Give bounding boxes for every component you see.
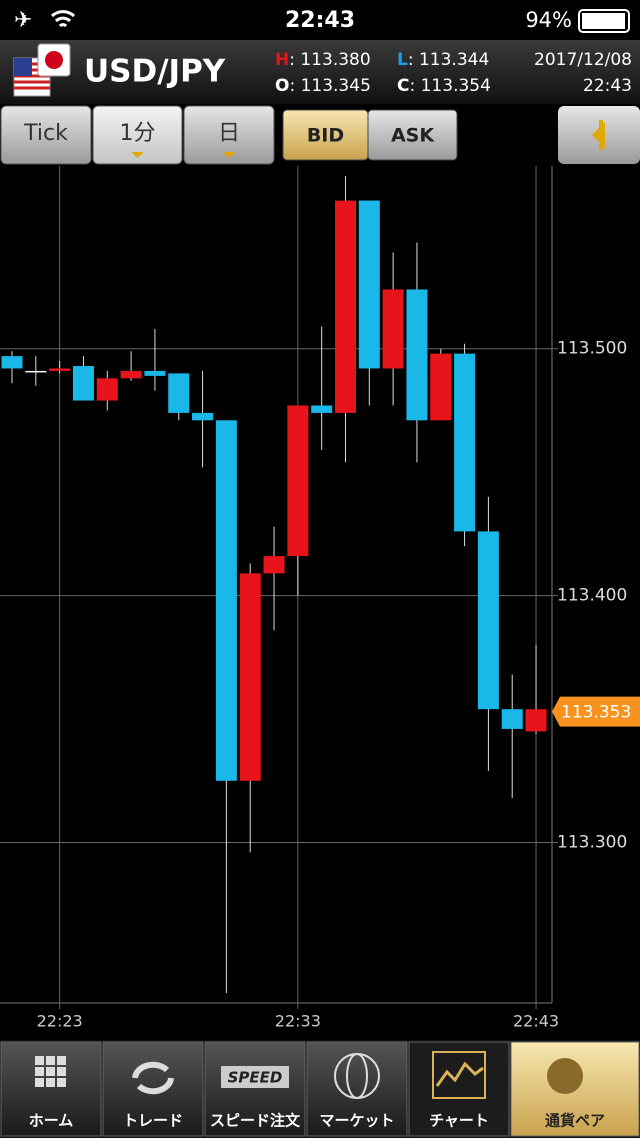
currency-icon [547,1058,583,1094]
candle-body [454,353,476,532]
candle-body [382,289,404,369]
status-time: 22:43 [285,8,355,33]
candle-body [263,556,285,574]
x-tick-label: 22:43 [513,1012,559,1031]
candle-body [25,370,47,373]
header [0,40,640,104]
candle-body [215,420,237,781]
dropdown-arrow [131,152,144,158]
toolbar-buttons: Tick 1分 日 BID ASK [0,105,458,165]
battery-level [582,13,625,29]
y-tick-label: 113.400 [557,586,627,606]
trade-icon [132,1061,174,1095]
tab-label: チャート [429,1112,489,1130]
chart-icon-line [435,1061,484,1087]
quote: C: 113.354 [397,76,491,96]
quote: H: 113.380 [275,50,371,70]
price-toggle-label: ASK [391,125,435,147]
tab-button[interactable] [408,1041,510,1137]
candle-body [120,370,142,379]
home-icon [35,1067,44,1076]
candle-body [144,370,166,376]
quote: O: 113.345 [275,76,371,96]
quote-key: O [275,76,289,96]
candle-body [192,412,214,421]
quote-key: H [275,50,289,70]
home-icon [57,1078,66,1087]
candle-body [311,405,333,413]
interval-button[interactable] [92,105,183,165]
tab-button[interactable] [204,1041,306,1137]
candle-body [168,373,190,413]
interval-button[interactable] [183,105,275,165]
candle-body [72,365,94,401]
dropdown-arrow [223,152,235,158]
candle-body [334,200,356,413]
speed-icon [221,1066,289,1088]
quote-value: : 113.380 [289,50,370,70]
quote: L: 113.344 [397,50,489,70]
candlestick-chart: 113.300 113.400 113.500 22:23 22:33 22:43 113.… [0,166,640,1031]
status-bar [0,0,640,40]
candle-body [501,709,523,729]
us-flag-canton [14,58,32,76]
candle-body [525,709,547,732]
tab-label: トレード [123,1112,183,1130]
x-tick-label: 22:23 [37,1012,83,1031]
candle-body [1,356,23,369]
candle-body [287,405,309,557]
airplane-icon: ✈ [14,8,32,33]
tab-label: スピード注文 [210,1112,301,1130]
tab-label: ホーム [29,1112,74,1130]
candle-body [96,378,118,401]
quotes: H: 113.380 L: 113.344 O: 113.345 C: 113.354 [275,50,491,96]
home-icon [57,1067,66,1076]
quote-key: L [397,50,408,70]
interval-label: 1分 [120,121,156,146]
x-tick-label: 22:33 [275,1012,321,1031]
interval-label: Tick [23,121,68,146]
candle-body [239,573,261,781]
speed-icon-text: SPEED [228,1069,283,1087]
chart-icon [432,1051,486,1099]
interval-label: 日 [218,121,240,146]
quote-value: : 113.345 [289,76,370,96]
candle-body [49,368,71,371]
wifi-icon [50,10,76,28]
price-toggle[interactable] [367,109,458,161]
tab-label: マーケット [319,1112,394,1130]
tab-button[interactable] [306,1041,408,1137]
quote-value: : 113.354 [409,76,490,96]
home-icon [57,1056,66,1065]
tab-label: 通貨ペア [545,1112,605,1130]
current-price-label: 113.353 [561,703,631,723]
quote-value: : 113.344 [408,50,489,70]
home-icon [35,1078,44,1087]
quote-date: 2017/12/08 [534,50,632,70]
candle-body [477,531,499,710]
candle-body [358,200,380,369]
y-tick-label: 113.300 [557,833,627,853]
home-icon [46,1067,55,1076]
jp-flag-sun [45,51,63,69]
current-price-tag [552,696,640,727]
chart-area [0,166,640,1040]
quote-time: 22:43 [583,76,632,96]
battery-icon [578,9,630,33]
tabs: ホーム トレード SPEED スピード注文 マーケット チャート 通貨ペア [0,1041,640,1137]
battery-percent: 94% [525,8,572,32]
candle-body [430,353,452,421]
interval-button[interactable] [0,105,92,165]
y-tick-label: 113.500 [557,339,627,359]
quote-key: C [397,76,409,96]
candle-body [406,289,428,421]
home-icon [46,1078,55,1087]
home-icon [46,1056,55,1065]
collapse-bar [599,120,603,150]
home-icon [35,1056,44,1065]
market-icon-meridian [346,1053,368,1099]
price-toggle-label: BID [307,125,344,147]
currency-pair: USD/JPY [84,54,226,90]
